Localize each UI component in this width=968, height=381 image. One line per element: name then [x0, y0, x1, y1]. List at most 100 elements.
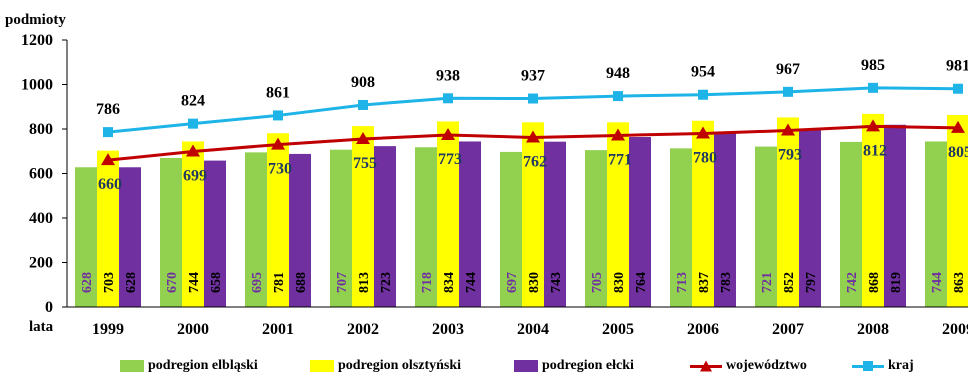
line-value-label-kraj: 786 — [96, 101, 120, 118]
legend-swatch-elcki — [514, 360, 538, 372]
bar-elcki — [459, 141, 481, 307]
bars — [75, 113, 968, 308]
bar-value-label: 707 — [335, 272, 350, 293]
y-tick-label: 600 — [29, 166, 53, 183]
x-tick-label: 2002 — [347, 321, 379, 338]
point-kraj — [273, 110, 283, 121]
bar-elblaski — [670, 148, 692, 307]
y-tick-label: 1000 — [21, 77, 53, 94]
bar-elblaski — [500, 151, 522, 307]
line-value-label-kraj: 954 — [691, 64, 715, 81]
y-tick-label: 1200 — [21, 32, 53, 49]
legend-item-olsztynski: podregion olsztyński — [310, 354, 461, 378]
point-kraj — [868, 82, 878, 93]
point-kraj — [443, 93, 453, 104]
bar-value-label: 852 — [782, 272, 797, 293]
bar-value-label: 628 — [124, 272, 139, 293]
line-value-label-kraj: 937 — [521, 68, 545, 85]
point-kraj — [358, 99, 368, 110]
bar-value-label: 863 — [952, 272, 967, 293]
point-wojewodztwo — [866, 119, 880, 132]
line-value-label-wojewodztwo: 780 — [693, 149, 717, 166]
x-tick-label: 2006 — [687, 321, 719, 338]
bar-value-label: 695 — [250, 272, 265, 293]
line-value-label-wojewodztwo: 793 — [778, 147, 802, 164]
x-tick-label: 2009 — [942, 321, 968, 338]
point-wojewodztwo — [781, 123, 795, 136]
point-wojewodztwo — [271, 137, 285, 150]
y-ticks: 0 200 400 600 800 1000 1200 — [21, 32, 67, 316]
bar-value-label: 743 — [549, 272, 564, 293]
bar-olsztynski — [522, 122, 544, 307]
bar-value-label: 830 — [612, 272, 627, 293]
point-wojewodztwo — [101, 153, 115, 166]
point-wojewodztwo — [186, 144, 200, 157]
bar-value-label: 703 — [102, 272, 117, 293]
bar-elcki — [714, 132, 736, 307]
bar-elblaski — [755, 146, 777, 307]
line-value-label-wojewodztwo: 762 — [523, 153, 547, 170]
x-axis-title: lata — [29, 319, 54, 335]
bar-value-label: 868 — [867, 272, 882, 293]
x-tick-label: 1999 — [92, 321, 124, 338]
bar-olsztynski — [692, 120, 714, 307]
legend-swatch-olsztynski — [310, 360, 334, 372]
legend-item-wojewodztwo: województwo — [690, 354, 807, 378]
legend-label-elcki: podregion ełcki — [542, 358, 634, 373]
line-value-label-wojewodztwo: 699 — [183, 167, 207, 184]
bar-value-label: 723 — [379, 272, 394, 293]
lines — [101, 82, 965, 166]
point-kraj — [188, 118, 198, 129]
bar-value-label: 713 — [675, 272, 690, 293]
line-value-label-wojewodztwo: 805 — [948, 144, 968, 161]
bar-value-label: 658 — [209, 272, 224, 293]
bar-value-label: 797 — [804, 272, 819, 293]
bar-value-label: 742 — [845, 272, 860, 293]
line-value-label-kraj: 938 — [436, 67, 460, 84]
bar-olsztynski — [947, 114, 968, 307]
bar-olsztynski — [352, 126, 374, 307]
line-value-label-wojewodztwo: 755 — [353, 155, 377, 172]
bar-elblaski — [330, 149, 352, 307]
legend-label-wojewodztwo: województwo — [726, 358, 807, 373]
bar-elcki — [629, 137, 651, 307]
bar-elcki — [204, 160, 226, 307]
line-value-label-kraj: 985 — [861, 57, 885, 74]
point-kraj — [103, 127, 113, 138]
bar-elblaski — [925, 141, 947, 307]
point-kraj — [528, 93, 538, 104]
legend-label-kraj: kraj — [888, 358, 914, 373]
data-labels: 628 670 695 707 718 697 705 713 721 742 744 703 744 7… — [80, 57, 968, 293]
bar-value-label: 830 — [527, 272, 542, 293]
y-tick-label: 400 — [29, 210, 53, 227]
line-value-label-kraj: 981 — [946, 58, 968, 75]
bar-value-label: 834 — [442, 272, 457, 293]
line-value-label-wojewodztwo: 660 — [98, 176, 122, 193]
x-tick-label: 2005 — [602, 321, 634, 338]
bar-value-label: 697 — [505, 272, 520, 293]
bar-value-label: 783 — [719, 272, 734, 293]
bar-elblaski — [75, 167, 97, 307]
square-marker-icon — [863, 361, 873, 371]
line-value-label-wojewodztwo: 812 — [863, 142, 887, 159]
line-value-label-kraj: 967 — [776, 61, 800, 78]
y-tick-label: 0 — [45, 299, 53, 316]
bar-value-label: 764 — [634, 272, 649, 293]
bar-elcki — [544, 141, 566, 307]
bar-value-label: 781 — [272, 272, 287, 293]
bar-value-label: 744 — [187, 272, 202, 293]
bar-olsztynski — [607, 122, 629, 307]
bar-value-label: 718 — [420, 272, 435, 293]
point-wojewodztwo — [611, 128, 625, 141]
bar-elblaski — [585, 150, 607, 307]
x-tick-label: 2001 — [262, 321, 294, 338]
line-value-label-kraj: 861 — [266, 84, 290, 101]
bar-elblaski — [245, 152, 267, 307]
x-tick-label: 2008 — [857, 321, 889, 338]
legend: podregion elbląski podregion olsztyński … — [0, 354, 968, 378]
point-wojewodztwo — [696, 126, 710, 139]
bar-elcki — [884, 124, 906, 308]
y-tick-label: 800 — [29, 121, 53, 138]
bar-value-label: 705 — [590, 272, 605, 293]
x-tick-label: 2007 — [772, 321, 804, 338]
